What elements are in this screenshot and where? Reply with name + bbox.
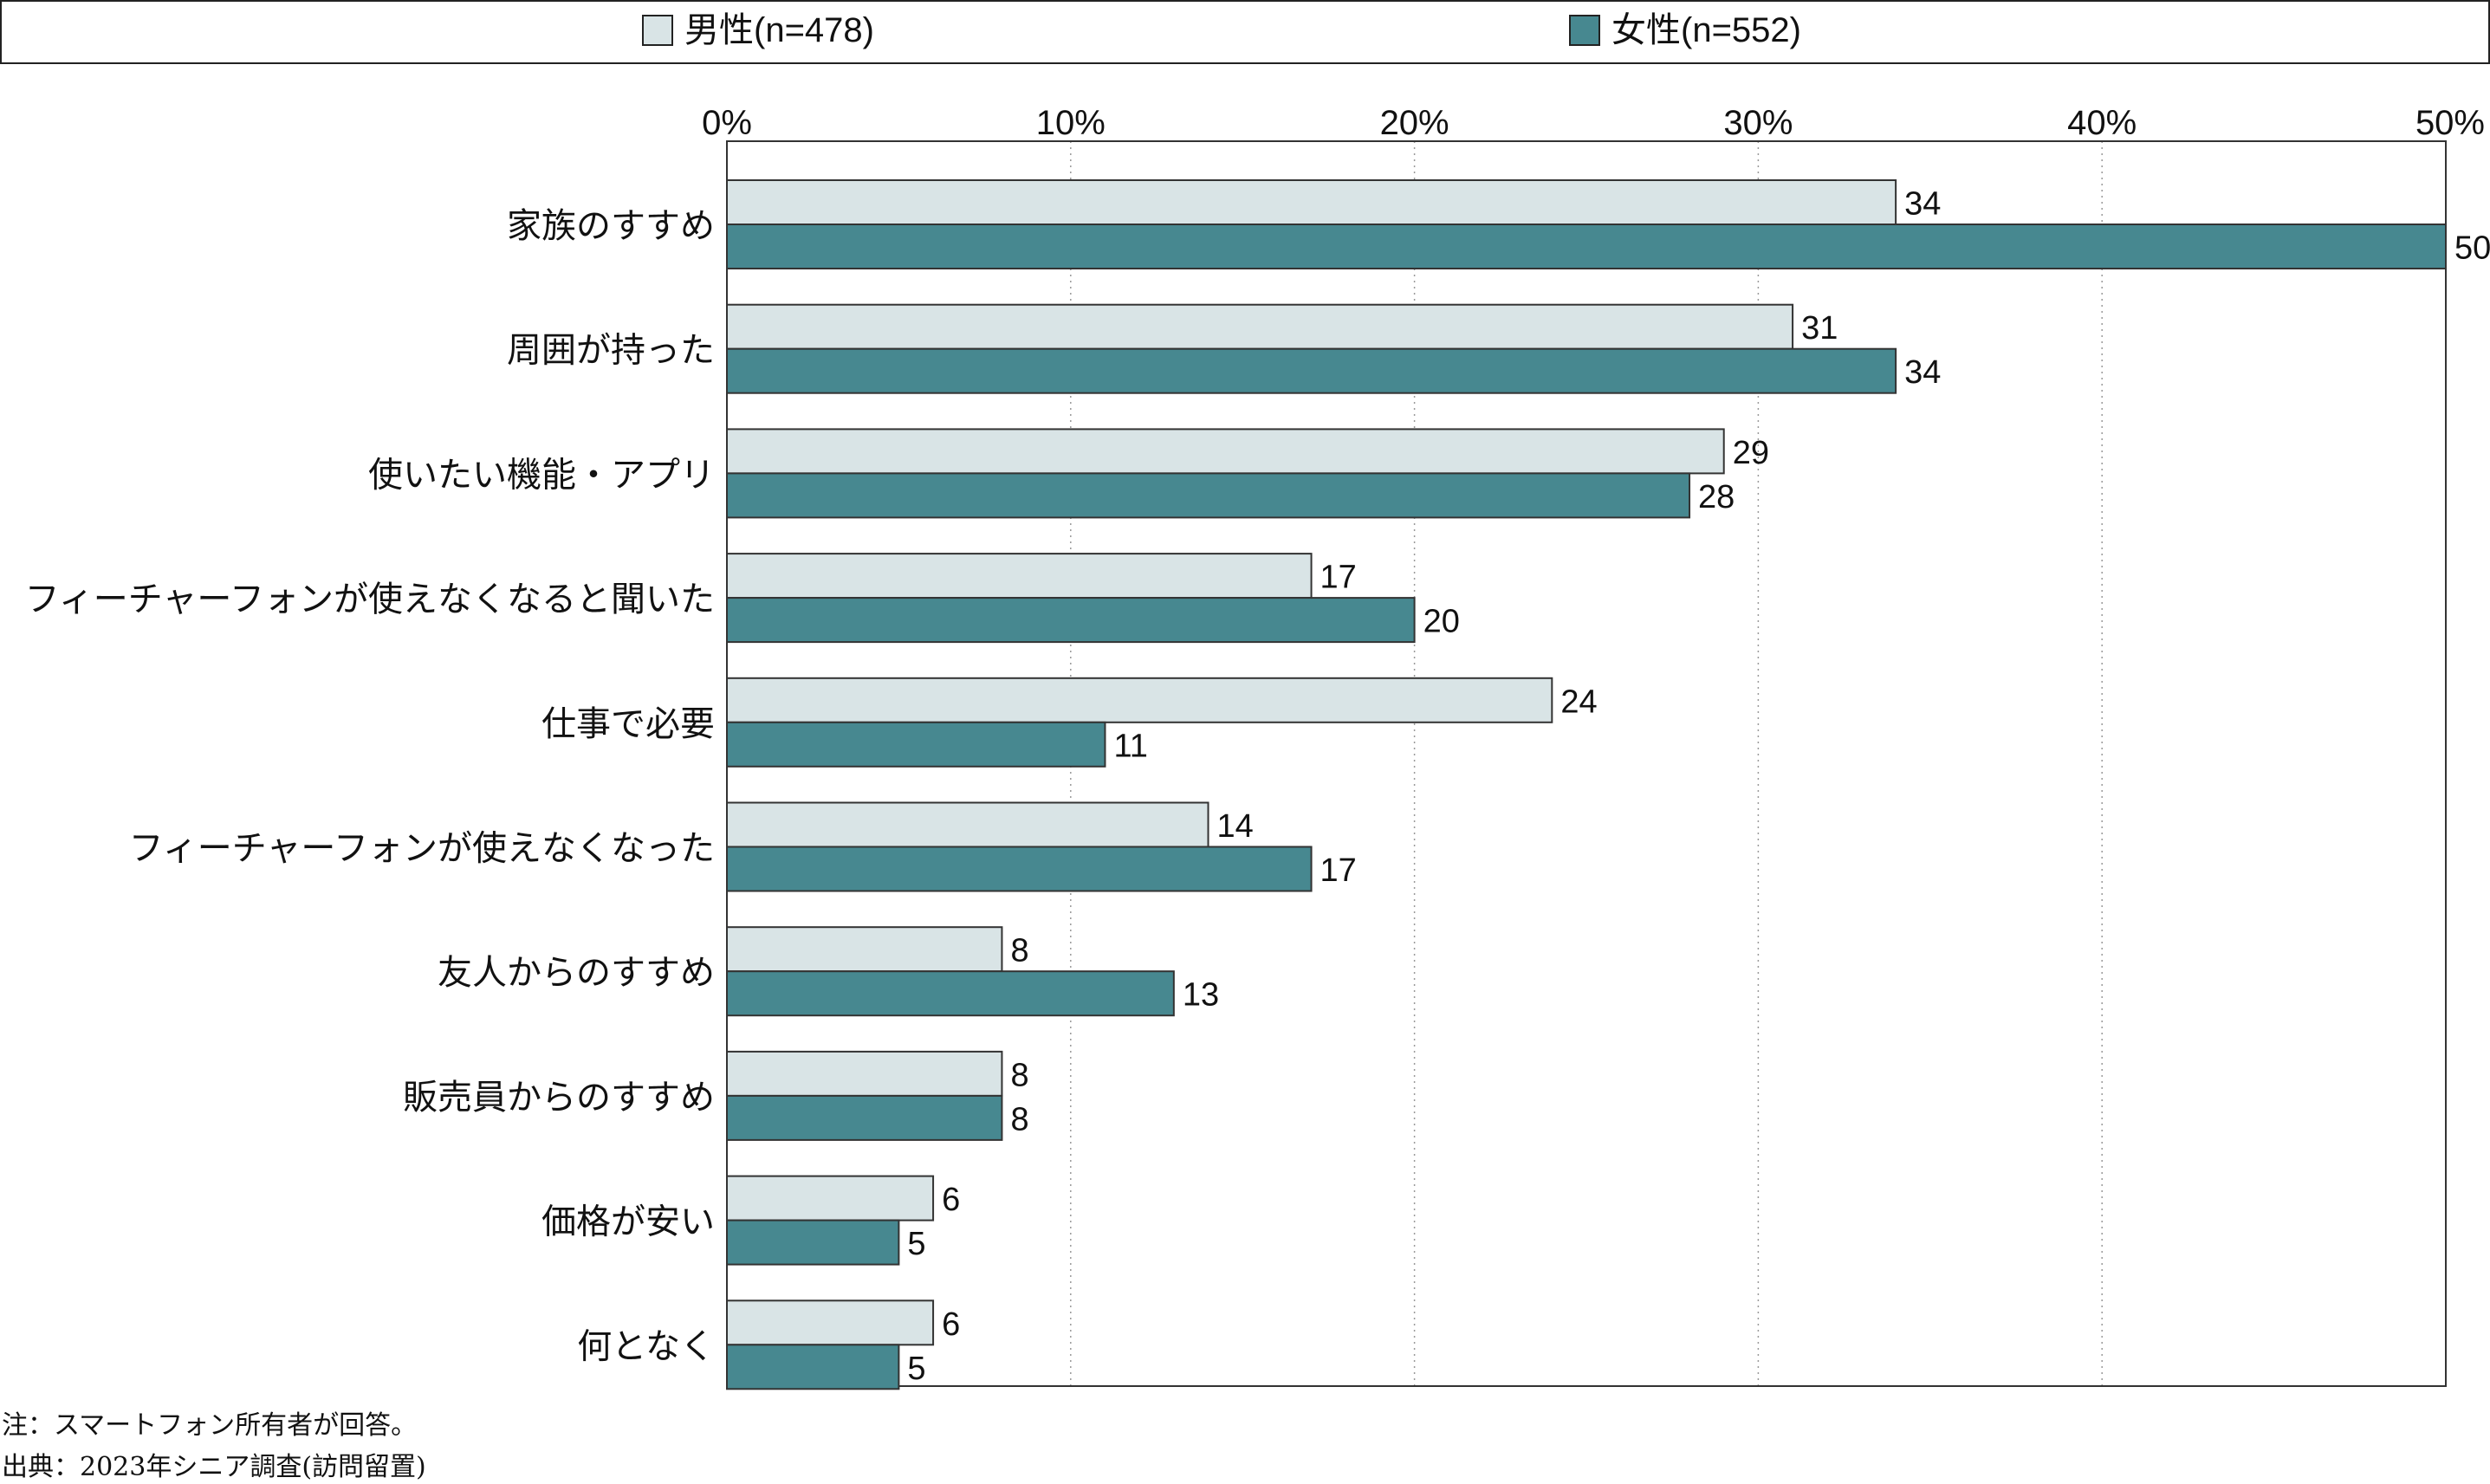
legend-label-2: 女性(n=552) — [1611, 11, 1801, 49]
category-label: 何となく — [577, 1327, 715, 1365]
bar-value-label: 8 — [1010, 933, 1028, 969]
bar-male — [726, 1299, 935, 1346]
legend-swatch-1 — [642, 15, 673, 46]
x-tick-label: 30% — [1723, 104, 1793, 142]
x-tick-label: 0% — [702, 104, 752, 142]
category-label: フィーチャーフォンが使えなくなると聞いた — [25, 580, 715, 619]
bar-male — [726, 428, 1725, 475]
note-text: 注：スマートフォン所有者が回答。 — [2, 1410, 418, 1441]
bar-male — [726, 179, 1897, 225]
bar-value-label: 8 — [1010, 1101, 1028, 1137]
bar-value-label: 17 — [1320, 560, 1357, 596]
category-label: 販売員からのすすめ — [403, 1079, 715, 1117]
legend-swatch-2 — [1569, 15, 1600, 46]
bar-value-label: 5 — [907, 1226, 925, 1262]
bar-value-label: 24 — [1560, 684, 1597, 720]
bar-female — [726, 846, 1313, 892]
x-tick-label: 20% — [1380, 104, 1449, 142]
category-label: フィーチャーフォンが使えなくなった — [129, 830, 715, 868]
bar-female — [726, 472, 1691, 519]
bar-male — [726, 303, 1794, 350]
x-tick-label: 40% — [2067, 104, 2137, 142]
bar-value-label: 34 — [1904, 354, 1941, 391]
category-label: 友人からのすすめ — [438, 954, 715, 992]
bar-value-label: 5 — [907, 1351, 925, 1387]
category-label: 周囲が持った — [507, 332, 715, 370]
bar-male — [726, 677, 1553, 723]
bar-male — [726, 1050, 1003, 1097]
bar-value-label: 6 — [942, 1306, 960, 1343]
legend-box — [0, 0, 2490, 64]
bar-female — [726, 1219, 900, 1266]
bar-value-label: 11 — [1113, 728, 1147, 764]
bar-value-label: 13 — [1183, 977, 1219, 1014]
bar-value-label: 31 — [1801, 310, 1838, 347]
legend: 男性(n=478) 女性(n=552) — [642, 11, 1801, 49]
category-label: 家族のすすめ — [507, 207, 715, 245]
bar-value-label: 29 — [1733, 435, 1769, 471]
bar-value-label: 34 — [1904, 186, 1941, 223]
bar-female — [726, 347, 1897, 394]
x-tick-label: 50% — [2415, 104, 2485, 142]
legend-label-1: 男性(n=478) — [684, 11, 874, 49]
bar-female — [726, 1344, 900, 1390]
bar-male — [726, 553, 1313, 599]
category-labels: 家族のすすめ周囲が持った使いたい機能・アプリフィーチャーフォンが使えなくなると聞… — [25, 207, 715, 1365]
bar-female — [726, 721, 1106, 768]
category-label: 仕事で必要 — [541, 705, 715, 743]
category-label: 価格が安い — [541, 1203, 715, 1241]
bar-female — [726, 597, 1416, 644]
bar-female — [726, 970, 1175, 1017]
bar-value-label: 20 — [1423, 604, 1460, 640]
bar-female — [726, 1094, 1003, 1141]
bar-male — [726, 801, 1209, 848]
x-axis-ticks: 0% 10% 20% 30% 40% 50% — [702, 104, 2485, 142]
bar-female — [726, 224, 2447, 269]
bar-male — [726, 926, 1003, 973]
category-label: 使いたい機能・アプリ — [368, 456, 715, 494]
bar-value-label: 6 — [942, 1182, 960, 1218]
bar-value-label: 8 — [1010, 1057, 1028, 1093]
bar-value-label: 28 — [1698, 479, 1735, 515]
bar-value-label: 50 — [2454, 230, 2490, 267]
source-text: 出典：2023年シニア調査(訪問留置) — [2, 1452, 426, 1482]
x-tick-label: 10% — [1036, 104, 1106, 142]
bar-value-label: 17 — [1320, 852, 1357, 889]
bar-male — [726, 1175, 935, 1222]
bar-value-label: 14 — [1217, 808, 1254, 845]
